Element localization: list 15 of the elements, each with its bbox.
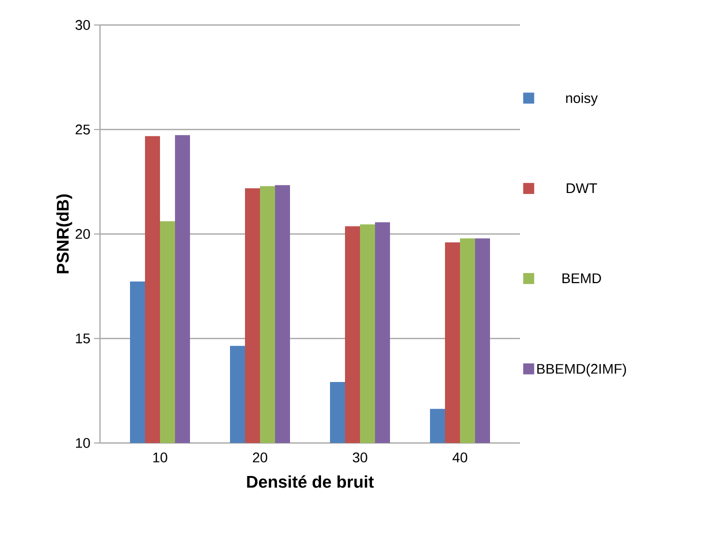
x-tick-label: 30	[352, 452, 368, 462]
legend-label: BBEMD(2IMF)	[537, 364, 626, 377]
x-tick-label: 20	[252, 452, 268, 462]
y-tick-label: 20	[76, 229, 90, 239]
x-tick-label: 40	[452, 452, 468, 462]
y-axis-title: PSNR(dB)	[56, 194, 72, 274]
x-tick-label: 10	[153, 452, 168, 462]
y-tick-label: 10	[76, 438, 90, 448]
legend-label: noisy	[566, 92, 598, 106]
y-tick-label: 15	[76, 334, 90, 344]
y-tick-label: 30	[75, 20, 90, 30]
legend-label: DWT	[566, 183, 598, 194]
legend-label: BEMD	[562, 273, 601, 284]
y-tick-label: 25	[76, 124, 90, 134]
x-axis-title: Densité de bruit	[247, 475, 374, 488]
